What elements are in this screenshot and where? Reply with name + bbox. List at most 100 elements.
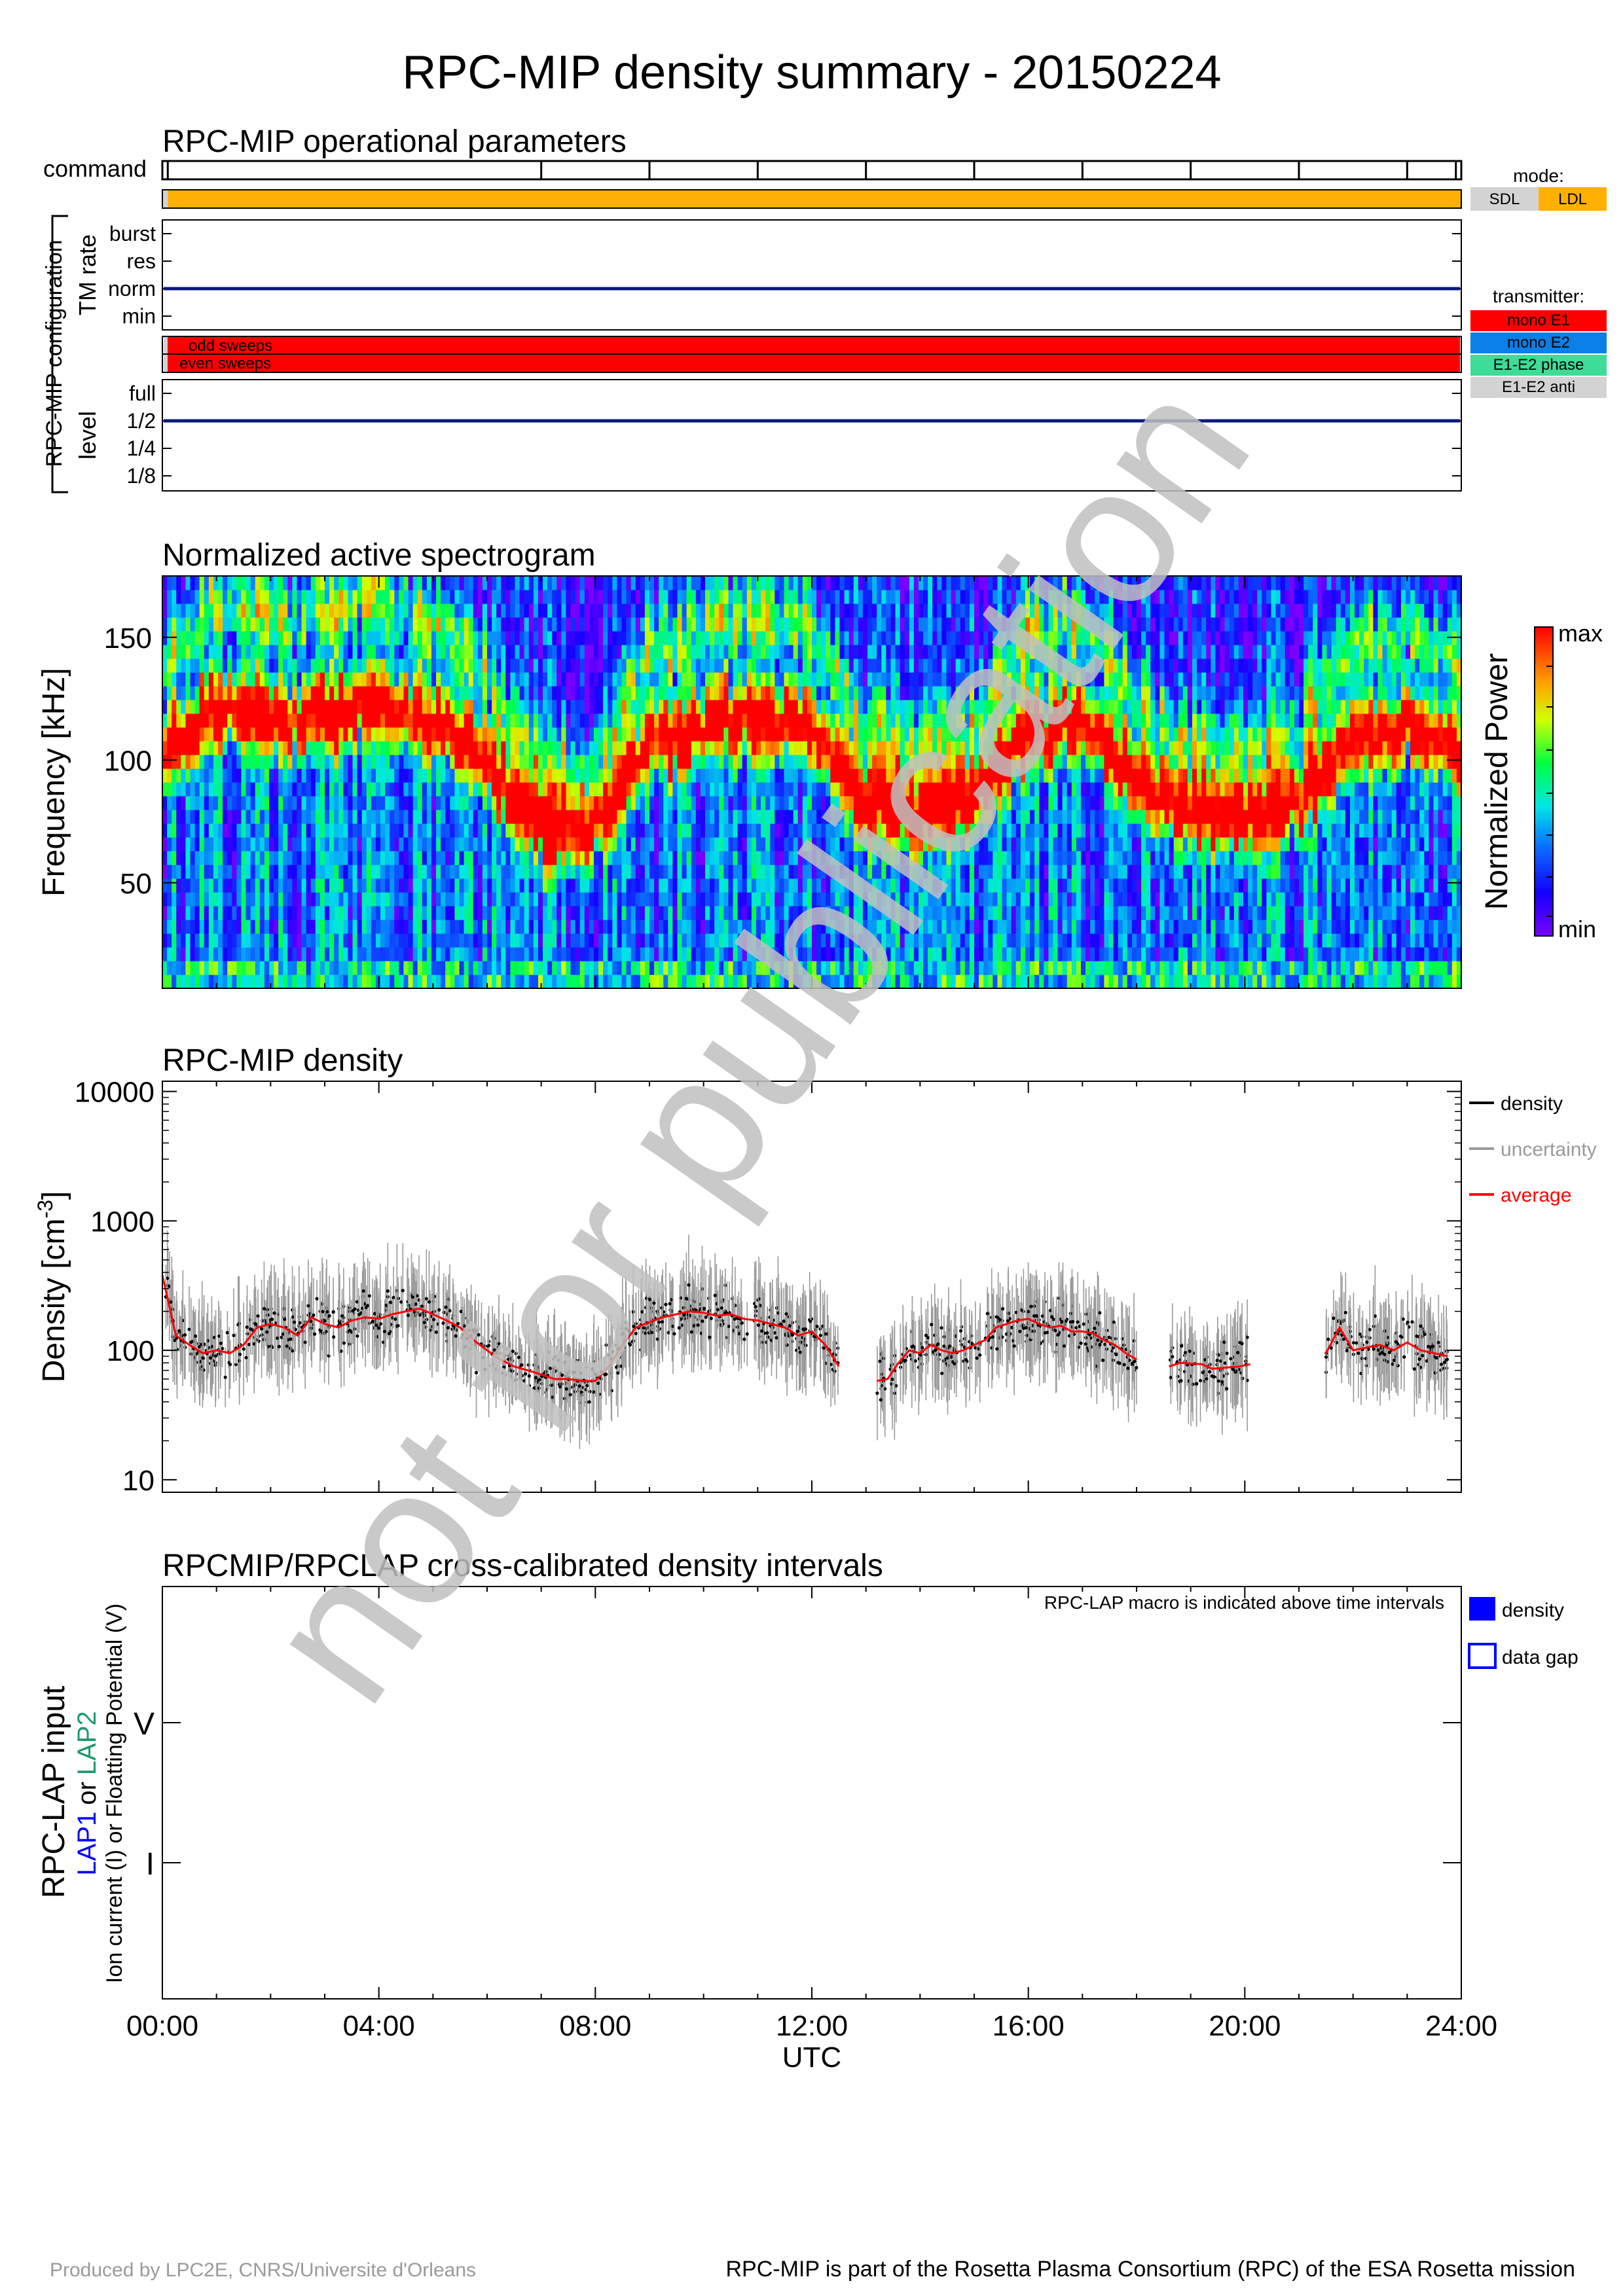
spectrogram-cell	[538, 617, 543, 632]
spectrogram-cell	[775, 933, 780, 948]
spectrogram-cell	[877, 658, 882, 673]
spectrogram-cell	[663, 768, 668, 783]
spectrogram-cell	[422, 713, 428, 728]
spectrogram-cell	[816, 782, 822, 797]
spectrogram-cell	[213, 727, 219, 742]
spectrogram-cell	[510, 768, 516, 783]
spectrogram-cell	[812, 603, 817, 618]
spectrogram-cell	[287, 865, 293, 879]
spectrogram-cell	[306, 686, 312, 700]
spectrogram-cell	[380, 823, 386, 838]
spectrogram-cell	[579, 920, 585, 934]
spectrogram-cell	[913, 576, 919, 590]
spectrogram-cell	[319, 631, 325, 645]
spectrogram-cell	[468, 768, 474, 783]
spectrogram-cell	[723, 686, 729, 700]
spectrogram-cell	[501, 755, 506, 769]
spectrogram-cell	[872, 686, 877, 700]
spectrogram-cell	[408, 810, 414, 824]
spectrogram-cell	[839, 810, 845, 824]
spectrogram-cell	[742, 796, 748, 810]
spectrogram-cell	[246, 755, 251, 769]
spectrogram-cell	[733, 837, 739, 852]
spectrogram-cell	[390, 947, 395, 961]
spectrogram-cell	[441, 920, 446, 934]
spectrogram-cell	[862, 603, 868, 618]
spectrogram-cell	[598, 617, 604, 632]
spectrogram-cell	[835, 741, 841, 755]
spectrogram-cell	[830, 727, 836, 742]
spectrogram-cell	[853, 851, 859, 865]
spectrogram-cell	[552, 892, 557, 906]
spectrogram-cell	[630, 700, 636, 714]
spectrogram-cell	[895, 947, 901, 961]
spectrogram-cell	[218, 672, 223, 687]
spectrogram-cell	[877, 713, 882, 728]
spectrogram-cell	[255, 603, 261, 618]
spectrogram-cell	[167, 741, 172, 755]
spectrogram-cell	[366, 713, 372, 728]
spectrogram-cell	[682, 823, 687, 838]
spectrogram-cell	[492, 686, 497, 700]
spectrogram-cell	[797, 672, 803, 687]
spectrogram-cell	[543, 603, 548, 618]
spectrogram-cell	[301, 727, 307, 742]
spectrogram-cell	[807, 920, 812, 934]
spectrogram-cell	[375, 590, 381, 604]
spectrogram-cell	[881, 823, 886, 838]
spectrogram-cell	[329, 755, 335, 769]
spectrogram-cell	[677, 631, 683, 645]
spectrogram-cell	[862, 796, 868, 810]
spectrogram-cell	[283, 645, 288, 659]
spectrogram-cell	[695, 865, 701, 879]
spectrogram-cell	[886, 810, 892, 824]
spectrogram-cell	[543, 851, 548, 865]
spectrogram-cell	[566, 713, 572, 728]
spectrogram-cell	[176, 878, 181, 893]
spectrogram-cell	[797, 590, 803, 604]
spectrogram-cell	[473, 823, 479, 838]
spectrogram-cell	[714, 796, 720, 810]
spectrogram-cell	[848, 947, 854, 961]
mode-segment	[162, 190, 168, 208]
spectrogram-cell	[686, 851, 692, 865]
spectrogram-cell	[603, 796, 608, 810]
spectrogram-cell	[561, 975, 567, 989]
spectrogram-cell	[788, 823, 794, 838]
spectrogram-cell	[543, 727, 548, 742]
spectrogram-cell	[547, 782, 553, 797]
spectrogram-cell	[310, 603, 316, 618]
spectrogram-cell	[394, 590, 399, 604]
spectrogram-cell	[412, 851, 418, 865]
spectrogram-cell	[366, 796, 372, 810]
spectrogram-cell	[890, 576, 896, 590]
spectrogram-cell	[259, 878, 265, 893]
spectrogram-cell	[477, 865, 483, 879]
spectrogram-cell	[236, 645, 242, 659]
spectrogram-cell	[710, 975, 715, 989]
spectrogram-cell	[584, 878, 590, 893]
spectrogram-cell	[626, 617, 632, 632]
spectrogram-cell	[385, 672, 390, 687]
spectrogram-cell	[821, 933, 826, 948]
spectrogram-cell	[241, 796, 247, 810]
spectrogram-cell	[807, 892, 812, 906]
spectrogram-cell	[844, 645, 850, 659]
spectrogram-cell	[821, 700, 826, 714]
spectrogram-cell	[682, 700, 687, 714]
spectrogram-cell	[775, 700, 780, 714]
spectrogram-cell	[872, 590, 877, 604]
spectrogram-cell	[464, 713, 469, 728]
spectrogram-cell	[543, 947, 548, 961]
spectrogram-cell	[208, 865, 214, 879]
spectrogram-cell	[566, 603, 572, 618]
spectrogram-cell	[246, 645, 251, 659]
spectrogram-cell	[199, 810, 205, 824]
spectrogram-cell	[890, 700, 896, 714]
spectrogram-cell	[765, 975, 771, 989]
spectrogram-cell	[227, 603, 232, 618]
spectrogram-cell	[812, 727, 817, 742]
spectrogram-cell	[775, 617, 780, 632]
spectrogram-cell	[380, 837, 386, 852]
spectrogram-cell	[287, 631, 293, 645]
